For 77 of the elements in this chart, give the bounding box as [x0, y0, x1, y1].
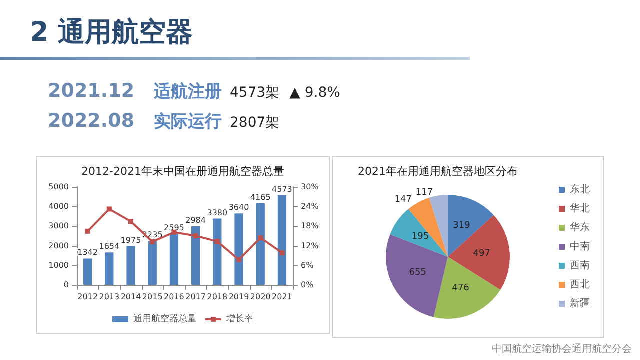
data-label: 117 [416, 188, 434, 198]
legend-label: 华东 [570, 222, 590, 234]
data-label: 2595 [164, 224, 184, 233]
legend-label: 中南 [570, 240, 590, 252]
y2-tick-label: 0% [301, 280, 314, 290]
point [128, 219, 134, 224]
data-label: 4165 [250, 192, 271, 202]
legend-label: 通用航空器总量 [134, 314, 196, 324]
text: 4573架 [230, 84, 280, 102]
point [258, 235, 264, 240]
x-tick-label: 2019 [228, 292, 250, 302]
legend-label: 华北 [570, 202, 590, 214]
y2-tick-label: 6% [301, 260, 314, 270]
point [150, 239, 156, 244]
x-tick-label: 2015 [142, 292, 163, 302]
point [85, 228, 90, 234]
y-tick-label: 1000 [48, 260, 69, 270]
y-tick-label: 0 [64, 280, 69, 290]
bar [256, 203, 265, 285]
bar [148, 241, 157, 285]
x-tick-label: 2017 [186, 292, 206, 302]
point [106, 206, 112, 212]
point [193, 234, 198, 238]
bar [83, 258, 92, 285]
y2-tick-label: 12% [301, 241, 320, 250]
point [280, 250, 285, 256]
data-label: 476 [452, 283, 470, 294]
point [214, 239, 220, 244]
bar [213, 218, 222, 285]
text: ▲ 9.8% [290, 85, 340, 101]
y-tick-label: 4000 [48, 202, 69, 212]
data-label: 195 [412, 232, 430, 242]
x-tick-label: 2020 [250, 292, 271, 302]
bar [234, 214, 244, 285]
legend-label: 增长率 [226, 314, 254, 324]
text: 2021.12 [48, 80, 136, 102]
y2-tick-label: 18% [301, 222, 320, 231]
bar [191, 226, 200, 285]
data-label: 1342 [78, 248, 98, 258]
data-label: 3380 [207, 208, 228, 218]
text: 中国航空运输协会通用航空分会 [492, 342, 632, 356]
x-tick-label: 2021 [272, 292, 292, 302]
text: 实际运行 [154, 111, 222, 133]
chart-title: 2012-2021年末中国在册通用航空器总量 [82, 165, 284, 178]
y2-tick-label: 24% [301, 202, 320, 212]
y-tick-label: 3000 [48, 222, 69, 231]
legend-label: 西南 [570, 260, 590, 272]
legend-label: 西北 [570, 278, 590, 290]
bar [170, 234, 179, 285]
legend-label: 新疆 [570, 298, 590, 310]
data-label: 2984 [186, 216, 206, 226]
bar [126, 246, 136, 285]
data-label: 147 [394, 194, 412, 205]
x-tick-label: 2013 [99, 292, 120, 302]
data-label: 4573 [272, 184, 292, 194]
x-tick-label: 2014 [120, 292, 142, 302]
data-label: 655 [409, 268, 426, 278]
text: 适航注册 [154, 81, 222, 103]
text: 2807架 [230, 114, 280, 132]
x-tick-label: 2018 [207, 292, 228, 302]
chart-title: 2021年在用通用航空器地区分布 [358, 165, 518, 178]
text: 2 通用航空器 [30, 16, 194, 50]
bar [105, 252, 114, 285]
data-label: 3640 [228, 203, 250, 212]
x-tick-label: 2012 [78, 292, 98, 302]
text: 2022.08 [48, 110, 136, 132]
data-label: 497 [473, 248, 490, 259]
y-tick-label: 5000 [48, 182, 69, 192]
x-tick-label: 2016 [164, 292, 184, 302]
legend-label: 东北 [570, 184, 590, 196]
bar [278, 195, 287, 285]
data-label: 1654 [99, 242, 120, 252]
data-label: 1975 [120, 236, 142, 245]
y-tick-label: 2000 [48, 241, 69, 250]
point [236, 257, 242, 262]
y2-tick-label: 30% [301, 182, 320, 192]
data-label: 319 [453, 220, 471, 231]
